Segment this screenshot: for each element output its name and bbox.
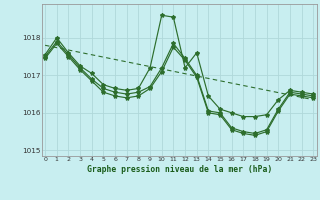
X-axis label: Graphe pression niveau de la mer (hPa): Graphe pression niveau de la mer (hPa) [87, 165, 272, 174]
